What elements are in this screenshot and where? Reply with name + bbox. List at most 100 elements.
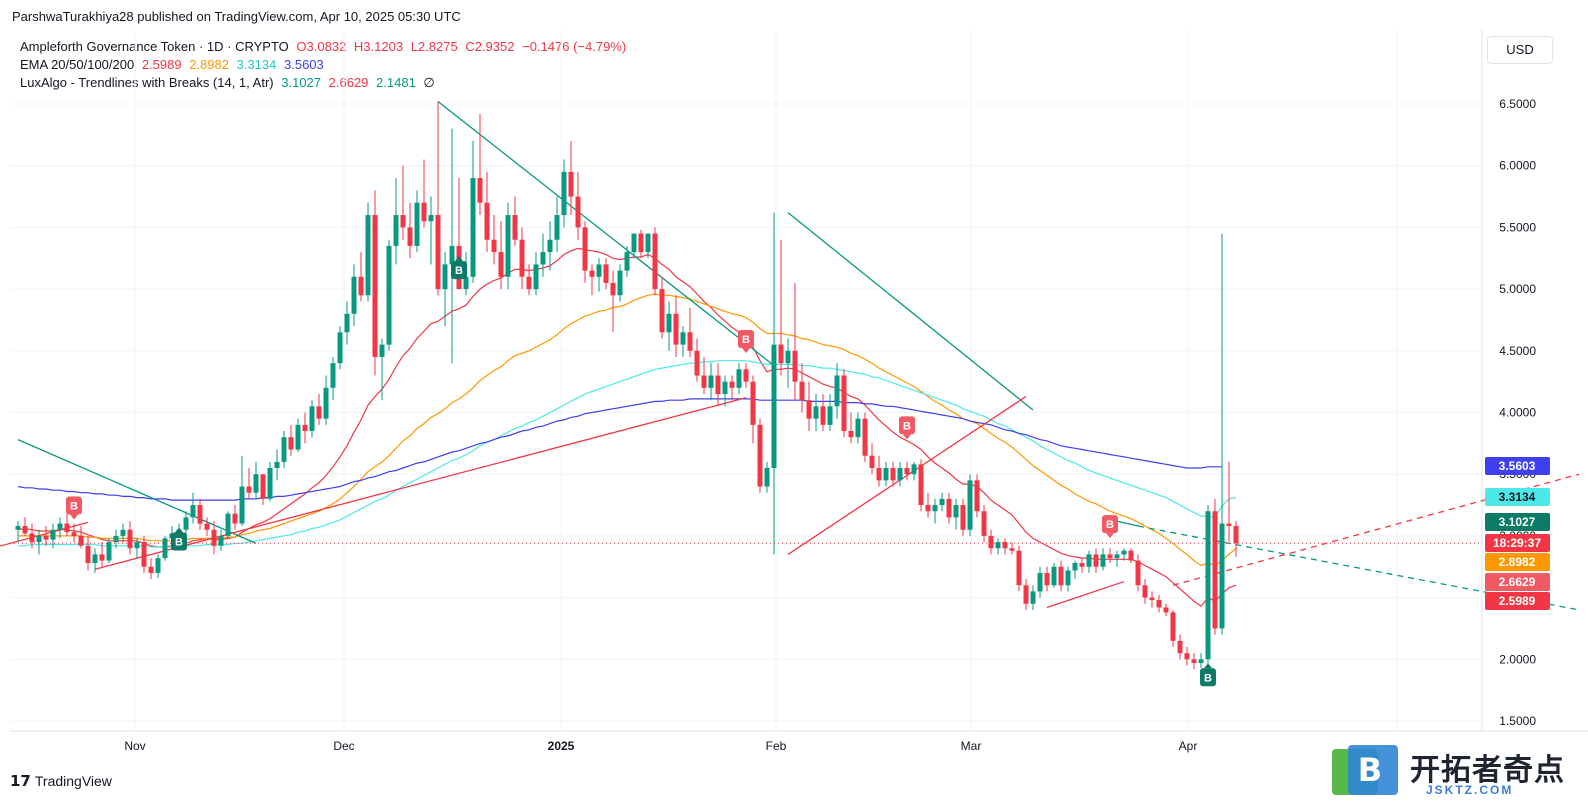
candle-body [890,468,896,481]
candle-body [988,535,994,549]
candle-body [596,264,602,277]
candle-body [22,526,28,534]
ema-label[interactable]: EMA 20/50/100/200 [20,57,135,72]
candle-body [64,523,70,533]
candle-body [771,344,777,469]
candle-body [855,418,861,438]
candle-body [1002,542,1008,549]
price-badge-ema50 [1485,553,1550,571]
trendline [94,397,747,570]
candle-body [694,350,700,376]
trendline [0,521,89,547]
sell-break-signal[interactable] [738,329,754,348]
candle-body [78,535,84,546]
candle-body [750,381,756,425]
candle-body [1163,607,1169,613]
candle-body [295,424,301,450]
candle-body [379,344,385,357]
candle-body [1177,640,1183,654]
currency-selector[interactable]: USD [1487,36,1553,64]
candle-body [1072,563,1078,571]
candle-body [323,387,329,419]
candle-body [183,517,189,530]
candle-body [36,535,42,543]
candle-body [841,375,847,432]
candle-body [736,369,742,388]
price-badge-text: 2.5989 [1499,594,1536,608]
x-tick-label: Dec [333,739,354,753]
signal-label: B [903,420,911,432]
candle-body [400,215,406,228]
candle-body [1093,554,1099,567]
y-tick-label: 6.5000 [1499,97,1536,111]
candle-body [540,252,546,265]
candle-body [470,178,476,277]
legend-luxalgo-row: LuxAlgo - Trendlines with Breaks (14, 1,… [20,74,626,92]
candle-body [127,529,133,549]
watermark-subtitle: JSKTZ.COM [1426,783,1514,797]
sell-break-signal[interactable] [1102,515,1118,534]
candle-body [519,239,525,277]
candle-body [29,533,35,543]
candle-body [414,202,420,246]
signal-pointer [1106,533,1114,539]
candle-body [729,381,735,388]
buy-break-signal[interactable] [1200,668,1216,687]
candle-body [1219,523,1225,629]
ema200-value: 3.5603 [284,57,324,72]
candle-body [1149,597,1155,601]
candle-body [610,282,616,296]
candle-body [449,245,455,265]
legend-symbol-row: Ampleforth Governance Token · 1D · CRYPT… [20,38,626,56]
candle-body [659,289,665,333]
candle-body [267,468,273,499]
candle-body [946,498,952,518]
candle-body [463,276,469,290]
y-tick-label: 2.0000 [1499,652,1536,666]
y-tick-label: 4.0000 [1499,406,1536,420]
candle-body [316,406,322,419]
candle-body [743,369,749,382]
ema-line-ema-20 [17,247,1237,608]
candle-body [148,566,154,573]
signal-pointer [1204,663,1212,669]
candle-body [638,233,644,253]
tradingview-logo[interactable]: 𝟭𝟳 TradingView [10,772,112,790]
trendline [1116,520,1139,527]
candle-body [365,215,371,296]
buy-break-signal[interactable] [451,261,467,280]
candle-body [246,486,252,493]
sell-break-signal[interactable] [66,496,82,515]
candle-body [1226,523,1232,527]
candle-body [974,480,980,512]
candle-body [1058,566,1064,586]
buy-break-signal[interactable] [171,532,187,551]
sell-break-signal[interactable] [899,416,915,435]
candle-body [876,468,882,481]
candle-body [15,526,21,530]
candle-body [792,350,798,382]
candle-body [925,505,931,512]
candle-body [1191,659,1197,664]
candle-body [1009,548,1015,551]
trendline [1046,580,1125,609]
lux-slope-value: 2.1481 [376,75,416,90]
x-tick-label: 2025 [548,739,575,753]
candle-body [512,215,518,240]
candle-body [967,480,973,530]
trendline [1172,473,1580,586]
ema50-value: 2.8982 [189,57,229,72]
signal-pointer [175,527,183,533]
price-chart[interactable]: 1.50002.00002.50003.00003.50004.00004.50… [0,0,1588,770]
price-badge-ema100 [1485,488,1550,506]
price-badge-lux-upper [1485,513,1550,531]
candle-body [1016,550,1022,586]
candle-body [561,171,567,216]
candle-body [274,461,280,469]
symbol-name[interactable]: Ampleforth Governance Token · 1D · CRYPT… [20,39,289,54]
luxalgo-label[interactable]: LuxAlgo - Trendlines with Breaks (14, 1,… [20,75,274,90]
candle-body [575,196,581,228]
candle-body [680,332,686,345]
candle-body [897,468,903,481]
candle-body [589,270,595,277]
